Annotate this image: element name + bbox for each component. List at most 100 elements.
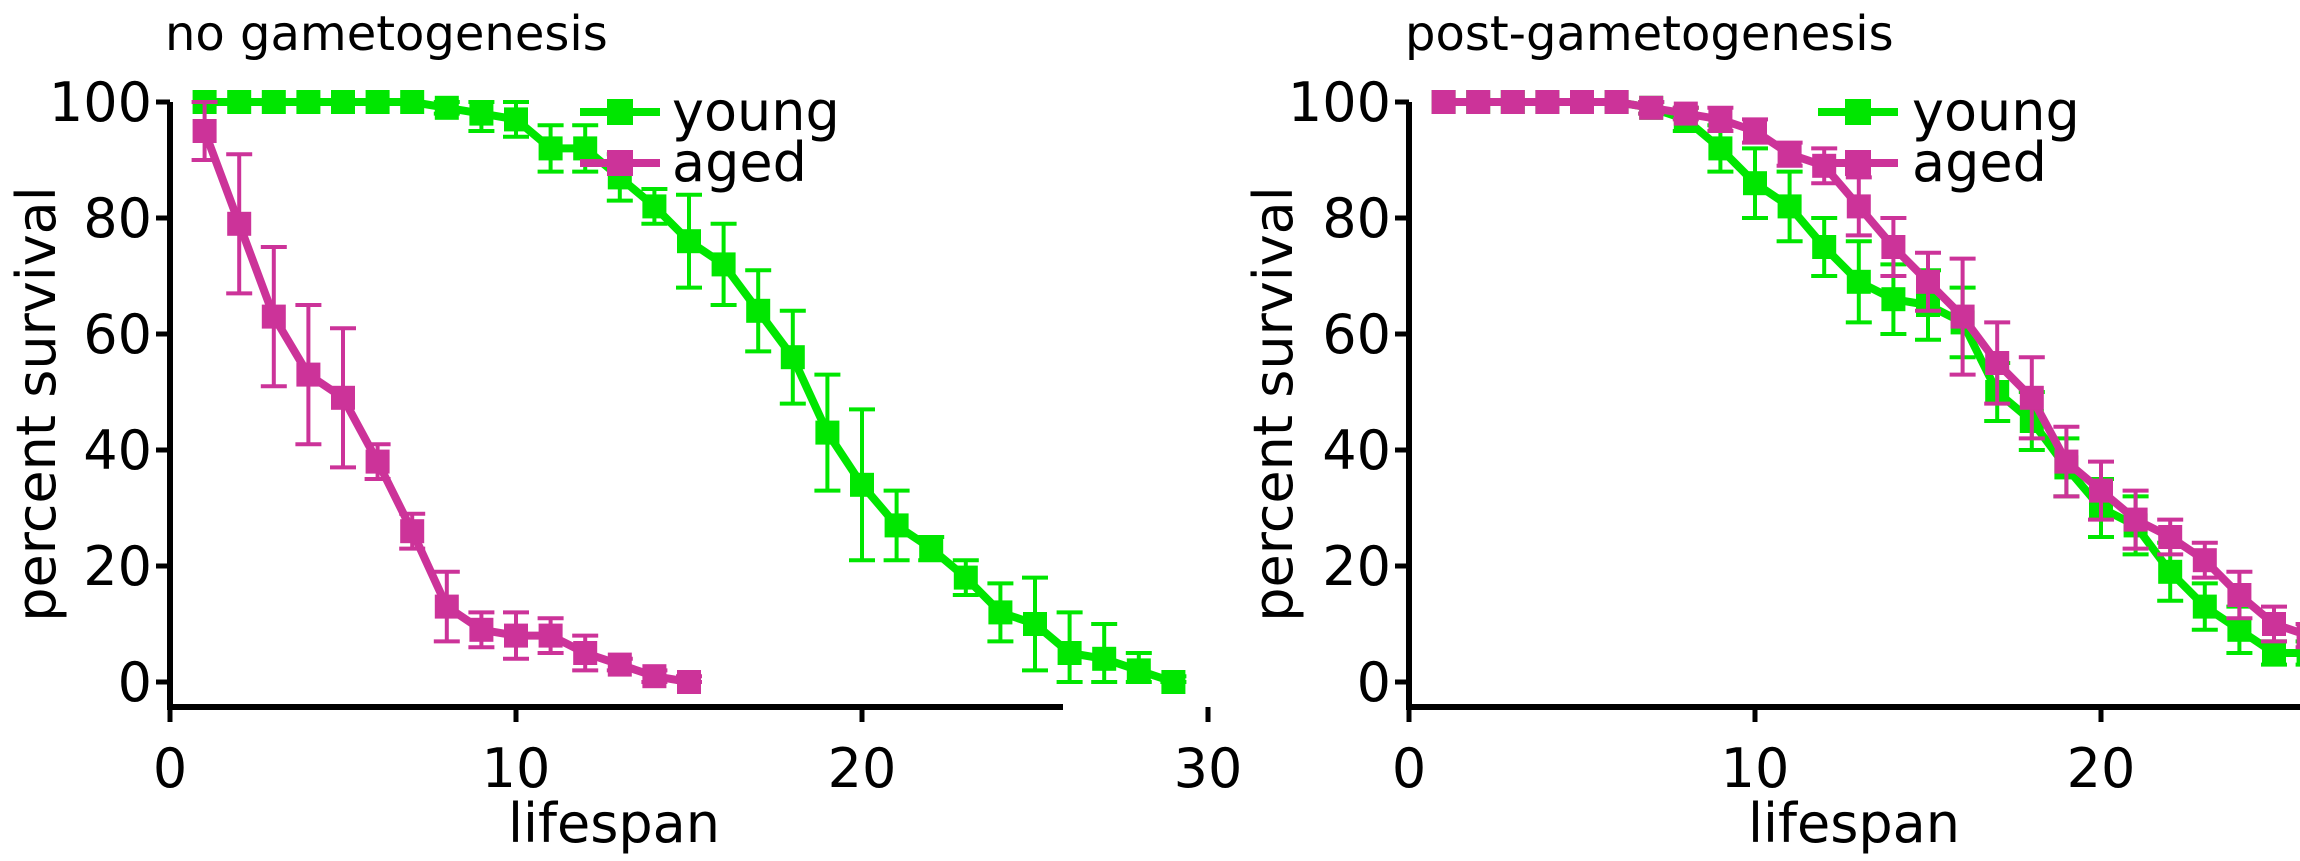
- y-tick-label: 80: [83, 187, 152, 250]
- data-point-aged: [1881, 235, 1906, 259]
- y-tick-label: 40: [83, 419, 152, 482]
- y-tick-label: 20: [83, 535, 152, 598]
- data-point-aged: [261, 304, 286, 329]
- x-tick-label: 0: [153, 737, 187, 800]
- y-tick-label: 100: [1288, 71, 1391, 134]
- data-point-young: [261, 90, 286, 114]
- data-point-young: [953, 565, 978, 590]
- data-point-young: [434, 95, 459, 120]
- data-point-young: [919, 536, 944, 561]
- legend-young-label: young: [672, 80, 840, 143]
- data-point-aged: [2019, 385, 2044, 410]
- legend-aged-label: aged: [672, 131, 807, 194]
- data-point-young: [850, 472, 874, 497]
- x-axis-label: lifespan: [1748, 792, 1960, 855]
- data-point-young: [400, 90, 425, 114]
- data-point-young: [2158, 559, 2183, 584]
- data-point-aged: [192, 119, 217, 143]
- series-aged: [1431, 90, 2300, 650]
- legend-aged-label: aged: [1912, 131, 2047, 194]
- x-tick-label: 10: [482, 737, 551, 800]
- data-point-young: [296, 90, 321, 114]
- y-tick-label: 0: [118, 651, 152, 714]
- data-point-aged: [227, 211, 252, 236]
- data-point-aged: [1500, 90, 1525, 114]
- data-point-aged: [2158, 525, 2183, 549]
- data-point-aged: [1950, 304, 1975, 329]
- data-point-aged: [1604, 90, 1629, 114]
- data-point-aged: [538, 623, 563, 648]
- data-point-young: [2296, 641, 2300, 665]
- data-point-young: [331, 90, 355, 114]
- data-point-aged: [469, 617, 494, 642]
- data-point-aged: [1846, 194, 1871, 219]
- data-point-young: [1057, 641, 1082, 665]
- chart-title: no gametogenesis: [165, 6, 608, 62]
- data-point-young: [538, 136, 563, 161]
- data-point-young: [642, 194, 667, 219]
- chart-title: post-gametogenesis: [1405, 6, 1894, 62]
- data-point-young: [1881, 287, 1906, 312]
- y-tick-label: 20: [1322, 535, 1391, 598]
- data-point-aged: [607, 652, 632, 677]
- legend-aged-marker: [1845, 150, 1871, 176]
- legend-item-young: young: [580, 80, 840, 143]
- legend-young-marker: [1845, 99, 1871, 125]
- x-tick-label: 0: [1392, 737, 1426, 800]
- data-point-young: [1126, 658, 1151, 683]
- data-point-young: [815, 420, 840, 445]
- data-point-aged: [2227, 583, 2252, 607]
- series-aged: [191, 100, 702, 694]
- data-point-aged: [1673, 101, 1698, 126]
- series-young: [192, 90, 1187, 694]
- data-point-aged: [2296, 623, 2300, 648]
- chart-no-gametogenesis: no gametogenesis 0 20 40 60 80 100 0 10 20 30 lif…: [5, 6, 1242, 855]
- data-point-young: [1846, 269, 1871, 294]
- data-point-aged: [2089, 478, 2113, 503]
- data-point-young: [2192, 594, 2217, 619]
- y-tick-label: 80: [1322, 187, 1391, 250]
- data-point-aged: [2192, 548, 2217, 573]
- data-point-young: [1812, 235, 1837, 259]
- x-tick-label: 30: [1174, 737, 1243, 800]
- data-point-young: [573, 136, 598, 161]
- data-point-young: [1777, 194, 1802, 219]
- data-point-young: [746, 298, 771, 323]
- data-point-aged: [504, 623, 528, 648]
- data-point-young: [677, 229, 701, 254]
- data-point-aged: [2054, 449, 2079, 474]
- data-point-aged: [1985, 351, 2010, 375]
- y-tick-label: 60: [1322, 303, 1391, 366]
- data-point-young: [711, 252, 736, 277]
- data-point-aged: [331, 385, 355, 410]
- y-tick-label: 40: [1322, 419, 1391, 482]
- data-point-aged: [677, 670, 701, 694]
- data-point-young: [1708, 136, 1733, 161]
- legend-item-young: young: [1818, 80, 2080, 143]
- data-point-aged: [1777, 142, 1802, 167]
- data-point-young: [1092, 646, 1117, 671]
- y-tick-label: 60: [83, 303, 152, 366]
- data-point-young: [365, 90, 390, 114]
- data-point-aged: [1916, 269, 1940, 294]
- legend: young aged: [1818, 80, 2080, 194]
- data-point-aged: [642, 664, 667, 689]
- data-point-aged: [1466, 90, 1491, 114]
- data-point-aged: [1708, 107, 1733, 132]
- legend-aged-marker: [607, 150, 633, 176]
- data-point-aged: [434, 594, 459, 619]
- data-point-young: [227, 90, 252, 114]
- x-tick-label: 20: [2067, 737, 2136, 800]
- data-point-young: [1743, 171, 1767, 196]
- data-point-young: [884, 513, 909, 538]
- data-point-aged: [1639, 95, 1664, 120]
- series-young: [1431, 90, 2300, 667]
- data-point-aged: [1535, 90, 1560, 114]
- data-point-aged: [2123, 507, 2148, 532]
- data-point-aged: [296, 362, 321, 387]
- y-axis-label: percent survival: [1242, 186, 1305, 622]
- data-point-young: [1161, 670, 1186, 694]
- x-tick-label: 10: [1721, 737, 1790, 800]
- data-point-young: [504, 107, 528, 132]
- data-point-young: [988, 600, 1013, 625]
